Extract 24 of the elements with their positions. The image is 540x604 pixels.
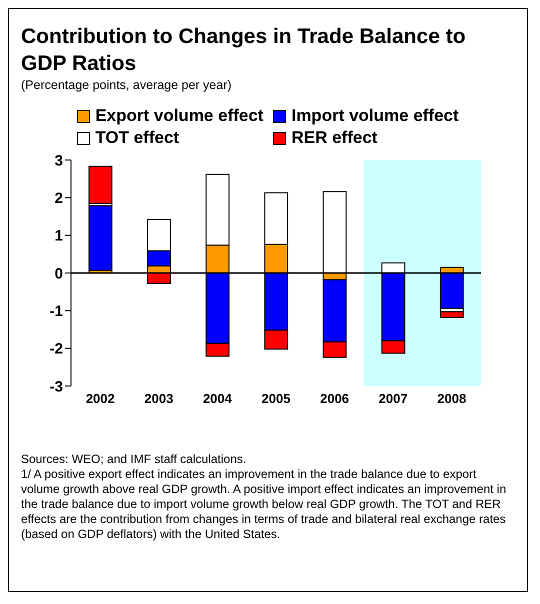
y-tick-label: -3: [50, 378, 63, 396]
x-tick-label: 2005: [262, 391, 290, 406]
legend-label: Export volume effect: [95, 106, 264, 126]
chart-subtitle: (Percentage points, average per year): [21, 78, 233, 92]
y-tick-label: -1: [50, 302, 63, 320]
x-tick-label: 2002: [86, 391, 115, 406]
source-note: Sources: WEO; and IMF staff calculations.: [21, 452, 248, 467]
bar: [440, 311, 464, 318]
y-tick-label: 1: [54, 228, 63, 245]
x-tick-label: 2004: [202, 391, 233, 406]
y-tick-label: 3: [54, 152, 63, 170]
x-tick-label: 2006: [320, 391, 350, 406]
chart-title: Contribution to Changes in Trade Balance to GDP Ratios: [21, 24, 467, 77]
text: 1/ A positive export effect indicates an improvement in the trade balance due to export volume growth above real GDP growth. A positive import effect indicates an improvement in the trade balance due to import volume growth below real GDP growth. The TOT and RER effects are the contribution from changes in terms of trade and bilateral real exchange rates (based on GDP deflators) with the United States.: [21, 467, 508, 542]
y-tick-label: -2: [50, 340, 63, 358]
legend-label: TOT effect: [95, 128, 180, 148]
bar: [88, 166, 112, 204]
legend-label: RER effect: [291, 128, 378, 148]
y-tick-label: 2: [54, 190, 63, 207]
x-tick-label: 2007: [378, 391, 408, 406]
legend-label: Import volume effect: [291, 106, 459, 126]
x-tick-label: 2003: [144, 391, 174, 406]
y-tick-label: 0: [54, 265, 63, 282]
x-tick-label: 2008: [437, 391, 466, 406]
